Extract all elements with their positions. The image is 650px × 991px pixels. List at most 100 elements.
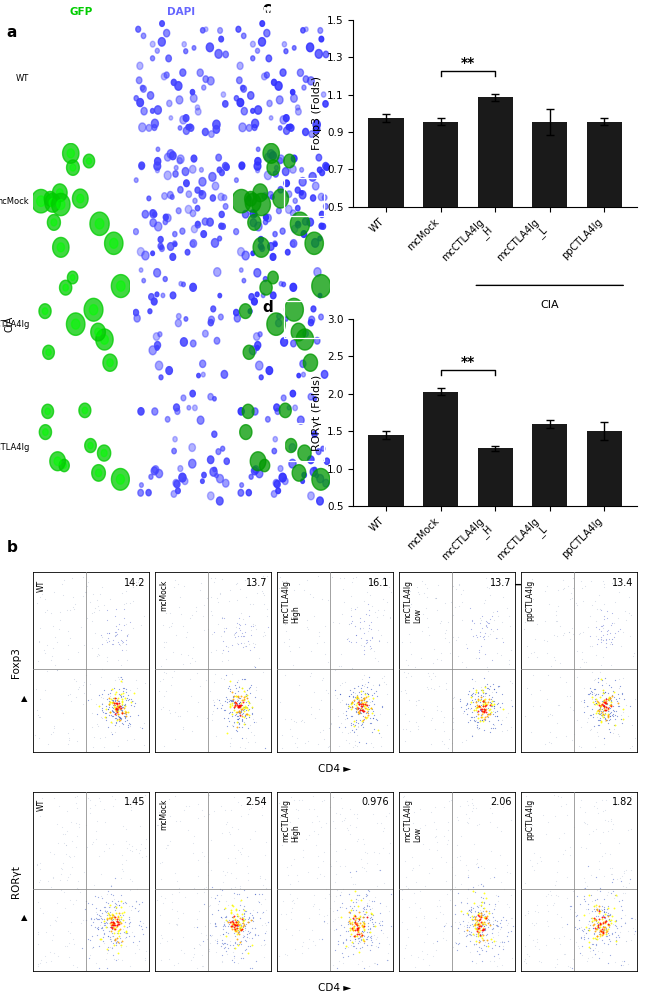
Point	[109, 909, 120, 925]
Point	[105, 688, 115, 704]
Point	[365, 928, 376, 943]
Point	[233, 711, 244, 726]
Point	[218, 936, 228, 952]
Point	[406, 646, 416, 662]
Point	[603, 707, 614, 722]
Polygon shape	[190, 340, 196, 347]
Point	[365, 932, 376, 947]
Point	[341, 708, 351, 723]
Point	[341, 703, 351, 718]
Point	[285, 643, 295, 659]
Point	[352, 702, 362, 717]
Point	[605, 701, 616, 716]
Point	[208, 704, 218, 719]
Point	[106, 910, 116, 926]
Point	[353, 955, 363, 971]
Polygon shape	[142, 251, 149, 260]
Point	[592, 912, 602, 928]
Point	[572, 598, 582, 613]
Point	[498, 941, 508, 957]
Point	[116, 669, 126, 685]
Point	[475, 876, 486, 892]
Point	[401, 792, 411, 808]
Point	[610, 797, 621, 813]
Point	[528, 644, 539, 660]
Point	[476, 917, 487, 933]
Point	[121, 616, 131, 632]
Point	[477, 607, 488, 623]
Point	[317, 793, 328, 809]
Point	[350, 883, 360, 899]
Point	[492, 820, 502, 835]
Point	[385, 886, 396, 902]
Point	[473, 644, 484, 660]
Point	[358, 704, 369, 719]
Point	[282, 946, 293, 962]
Point	[592, 918, 602, 934]
Point	[385, 608, 395, 624]
Point	[51, 895, 62, 911]
Point	[478, 694, 489, 710]
Point	[154, 854, 164, 870]
Point	[467, 916, 477, 932]
Point	[607, 684, 618, 700]
Point	[95, 931, 105, 946]
Point	[352, 918, 362, 934]
Point	[135, 719, 146, 735]
Point	[337, 895, 347, 911]
Point	[122, 705, 132, 720]
Point	[243, 872, 254, 888]
Point	[532, 897, 542, 913]
Point	[72, 800, 82, 816]
Polygon shape	[90, 212, 109, 236]
Point	[352, 922, 363, 937]
Point	[598, 925, 608, 940]
Point	[235, 921, 245, 936]
Point	[330, 820, 340, 835]
Point	[229, 626, 239, 642]
Point	[384, 952, 394, 968]
Point	[239, 700, 250, 716]
Point	[233, 705, 244, 720]
Point	[335, 899, 345, 915]
Polygon shape	[280, 69, 286, 76]
Point	[541, 898, 552, 914]
Polygon shape	[255, 361, 263, 370]
Point	[356, 953, 367, 969]
Polygon shape	[183, 115, 189, 122]
Polygon shape	[292, 405, 298, 410]
Point	[478, 694, 489, 710]
Point	[454, 925, 464, 940]
Point	[626, 933, 636, 948]
Point	[301, 830, 311, 846]
Point	[397, 891, 408, 907]
Point	[582, 619, 593, 635]
Point	[485, 724, 495, 740]
Point	[96, 689, 107, 705]
Polygon shape	[263, 276, 267, 281]
Point	[354, 692, 365, 708]
Point	[294, 923, 305, 938]
Point	[87, 606, 98, 621]
Point	[127, 873, 137, 889]
Point	[358, 697, 369, 713]
Polygon shape	[281, 338, 287, 346]
Point	[218, 940, 229, 956]
Point	[354, 920, 365, 936]
Point	[287, 928, 297, 943]
Point	[364, 620, 374, 636]
Point	[192, 665, 202, 681]
Point	[468, 912, 478, 928]
Point	[473, 697, 483, 713]
Text: WT: WT	[37, 799, 46, 811]
Polygon shape	[258, 237, 263, 243]
Point	[527, 830, 538, 846]
Point	[87, 929, 98, 944]
Point	[585, 628, 595, 644]
Point	[474, 628, 485, 644]
Polygon shape	[236, 27, 241, 33]
Point	[599, 923, 610, 938]
Point	[599, 904, 609, 920]
Point	[430, 668, 441, 684]
Point	[256, 691, 266, 707]
